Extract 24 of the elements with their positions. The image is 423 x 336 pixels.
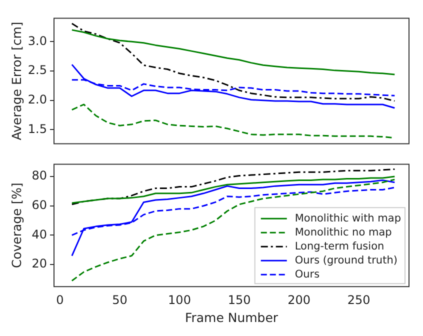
y-tick-label: 80 [32,168,47,183]
y-tick-label: 40 [32,227,47,242]
legend-label: Monolithic no map [294,226,392,238]
y-tick-label: 20 [32,256,47,271]
x-tick-label: 50 [112,292,128,307]
x-axis-title: Frame Number [184,310,279,325]
legend-label: Ours (ground truth) [294,254,398,266]
legend-label: Ours [294,268,320,280]
legend-label: Monolithic with map [294,212,402,224]
line-series [71,22,396,102]
x-tick-label: 0 [56,292,64,307]
y-tick-label: 2.5 [28,63,47,78]
x-tick-label: 150 [228,292,251,307]
line-series [71,168,396,206]
x-tick-label: 100 [168,292,191,307]
y-tick-label: 2.0 [28,92,47,106]
y-tick-label: 60 [32,198,47,212]
y-tick-label: 1.5 [28,122,47,136]
legend-label: Long-term fusion [294,240,384,252]
y-axis-title: Coverage [%] [8,182,24,268]
x-tick-label: 250 [347,292,370,307]
y-axis-title: Average Error [cm] [8,22,24,140]
x-tick-label: 200 [288,292,310,307]
y-tick-label: 3.0 [28,34,47,48]
